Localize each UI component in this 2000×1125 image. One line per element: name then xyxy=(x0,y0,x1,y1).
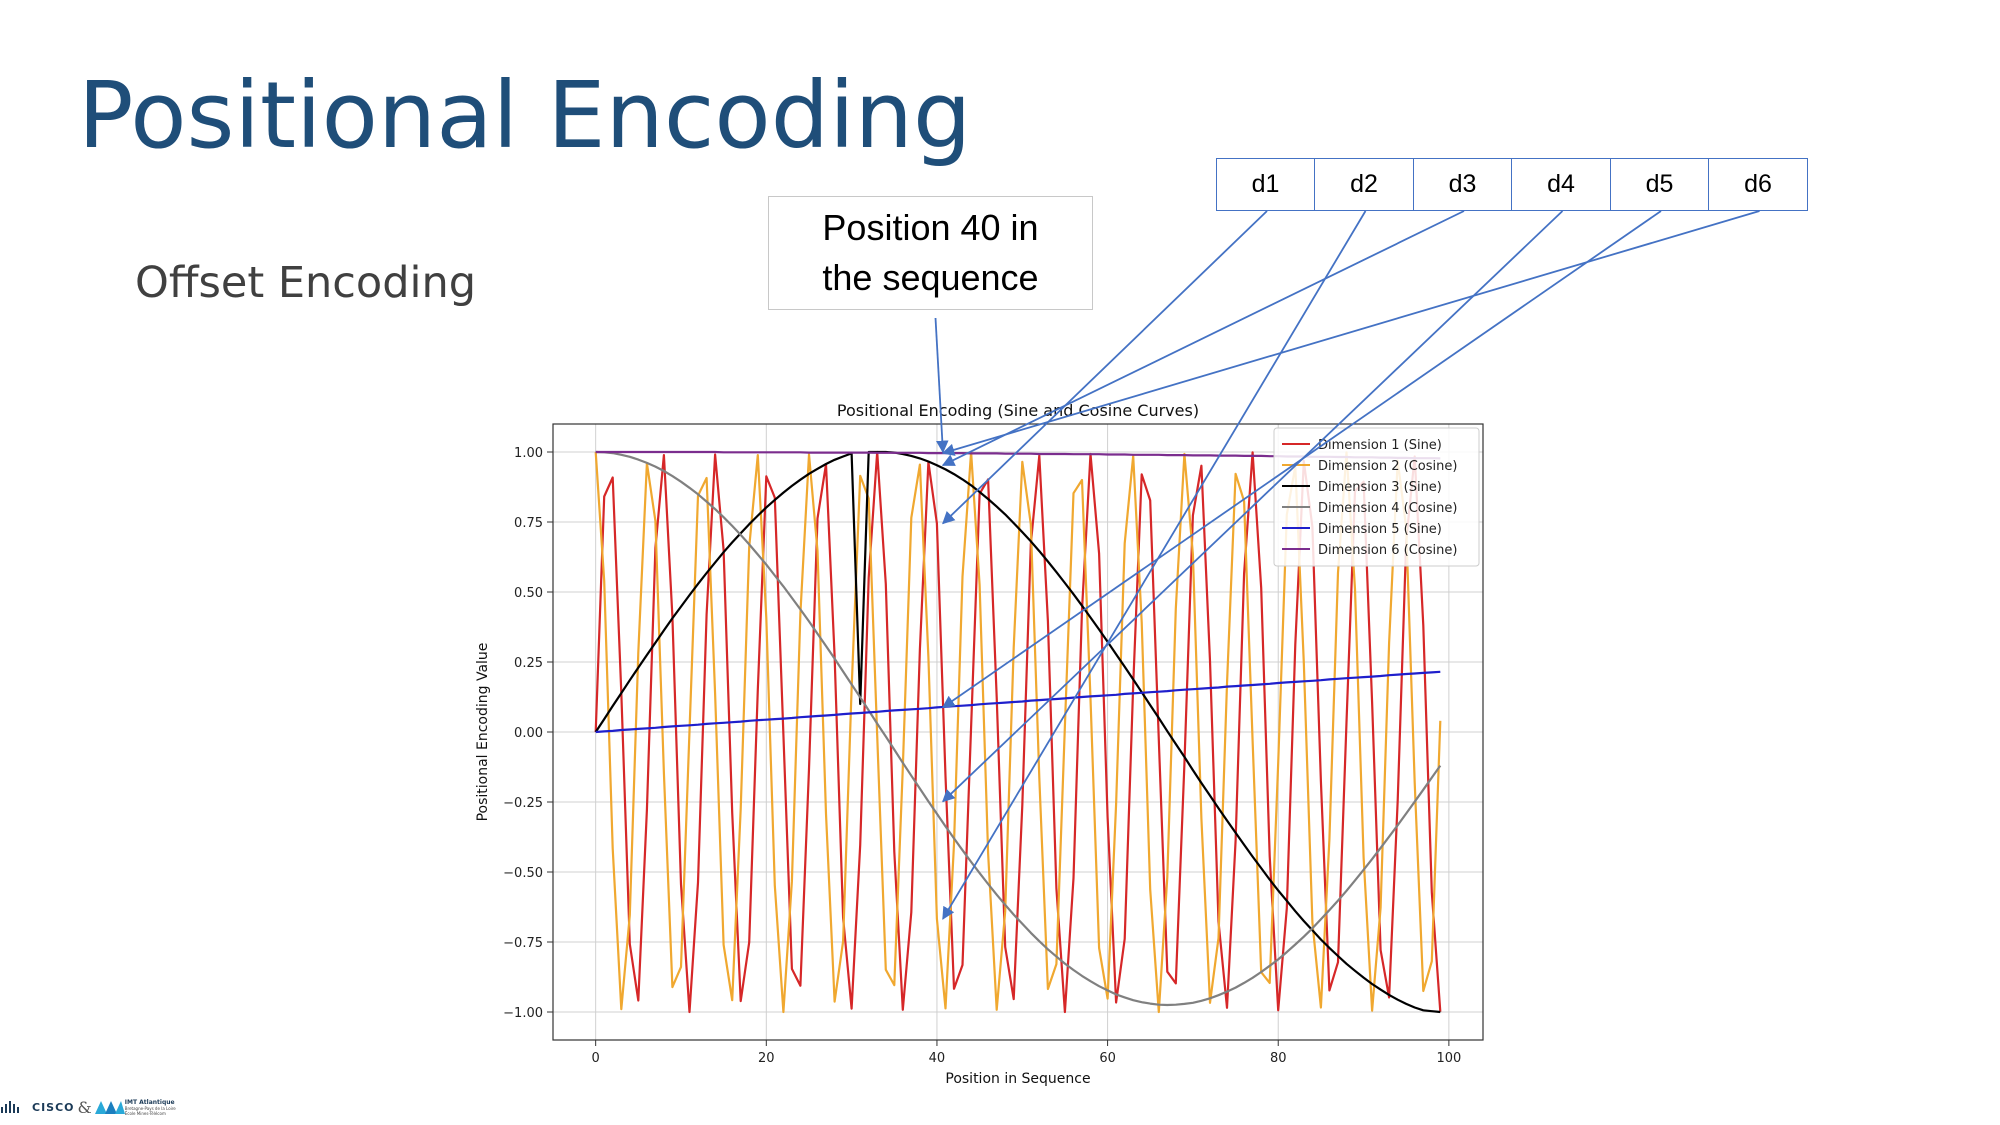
positional-encoding-chart: 0 20 40 60 80 100 −1.00 −0.75 −0.50 −0.25 0.00 0.25… xyxy=(470,390,1500,1090)
logo-ampersand: & xyxy=(77,1098,92,1117)
imt-logo-name: IMT Atlantique xyxy=(124,1099,175,1106)
imt-logo-sub-1: Bretagne-Pays de la Loire xyxy=(124,1106,176,1111)
position-callout-box: Position 40 in the sequence xyxy=(768,196,1093,310)
x-tick-label: 80 xyxy=(1270,1051,1287,1066)
dimension-boxes: d1 d2 d3 d4 d5 d6 xyxy=(1215,158,1808,211)
series-line-5 xyxy=(595,670,1441,734)
y-tick-label: −0.25 xyxy=(503,796,543,811)
y-tick-label: 0.50 xyxy=(514,586,543,601)
dimension-box-d3: d3 xyxy=(1412,158,1513,211)
x-tick-label: 40 xyxy=(929,1051,946,1066)
x-axis-label: Position in Sequence xyxy=(945,1071,1090,1087)
legend-label-5: Dimension 5 (Sine) xyxy=(1318,522,1442,537)
cisco-bars-icon xyxy=(1,1100,19,1113)
y-tick-label: 0.00 xyxy=(514,726,543,741)
y-tick-label: −1.00 xyxy=(503,1006,543,1021)
legend-label-4: Dimension 4 (Cosine) xyxy=(1318,501,1457,516)
slide-title: Positional Encoding xyxy=(78,62,972,169)
y-tick-label: 0.75 xyxy=(514,516,543,531)
dimension-box-d2: d2 xyxy=(1314,158,1414,211)
imt-logo-sub-2: École Mines-Télécom xyxy=(124,1111,166,1116)
dimension-box-d1: d1 xyxy=(1215,158,1316,211)
footer-logo: CISCO & IMT Atlantique Bretagne-Pays de … xyxy=(0,1098,176,1117)
position-callout-text: Position 40 in the sequence xyxy=(822,207,1039,298)
y-tick-label: −0.50 xyxy=(503,866,543,881)
chart-svg: 0 20 40 60 80 100 −1.00 −0.75 −0.50 −0.25 0.00 0.25… xyxy=(475,401,1484,1087)
imt-logo-icon xyxy=(94,1100,125,1114)
x-tick-label: 20 xyxy=(758,1051,775,1066)
dimension-box-d5: d5 xyxy=(1609,158,1710,211)
y-tick-label: 1.00 xyxy=(514,446,543,461)
legend-label-6: Dimension 6 (Cosine) xyxy=(1318,543,1457,558)
y-tick-label: −0.75 xyxy=(503,936,543,951)
x-tick-label: 60 xyxy=(1099,1051,1116,1066)
cisco-logo-text: CISCO xyxy=(32,1101,75,1114)
legend-label-1: Dimension 1 (Sine) xyxy=(1318,438,1442,453)
legend-label-3: Dimension 3 (Sine) xyxy=(1318,480,1442,495)
slide-subtitle: Offset Encoding xyxy=(135,258,477,308)
y-tick-label: 0.25 xyxy=(514,656,543,671)
chart-title: Positional Encoding (Sine and Cosine Cur… xyxy=(837,401,1199,420)
x-tick-label: 100 xyxy=(1436,1051,1461,1066)
dimension-box-d6: d6 xyxy=(1708,158,1808,211)
legend-label-2: Dimension 2 (Cosine) xyxy=(1318,459,1457,474)
y-axis-label: Positional Encoding Value xyxy=(475,643,491,822)
x-tick-label: 0 xyxy=(592,1051,600,1066)
dimension-box-d4: d4 xyxy=(1511,158,1611,211)
